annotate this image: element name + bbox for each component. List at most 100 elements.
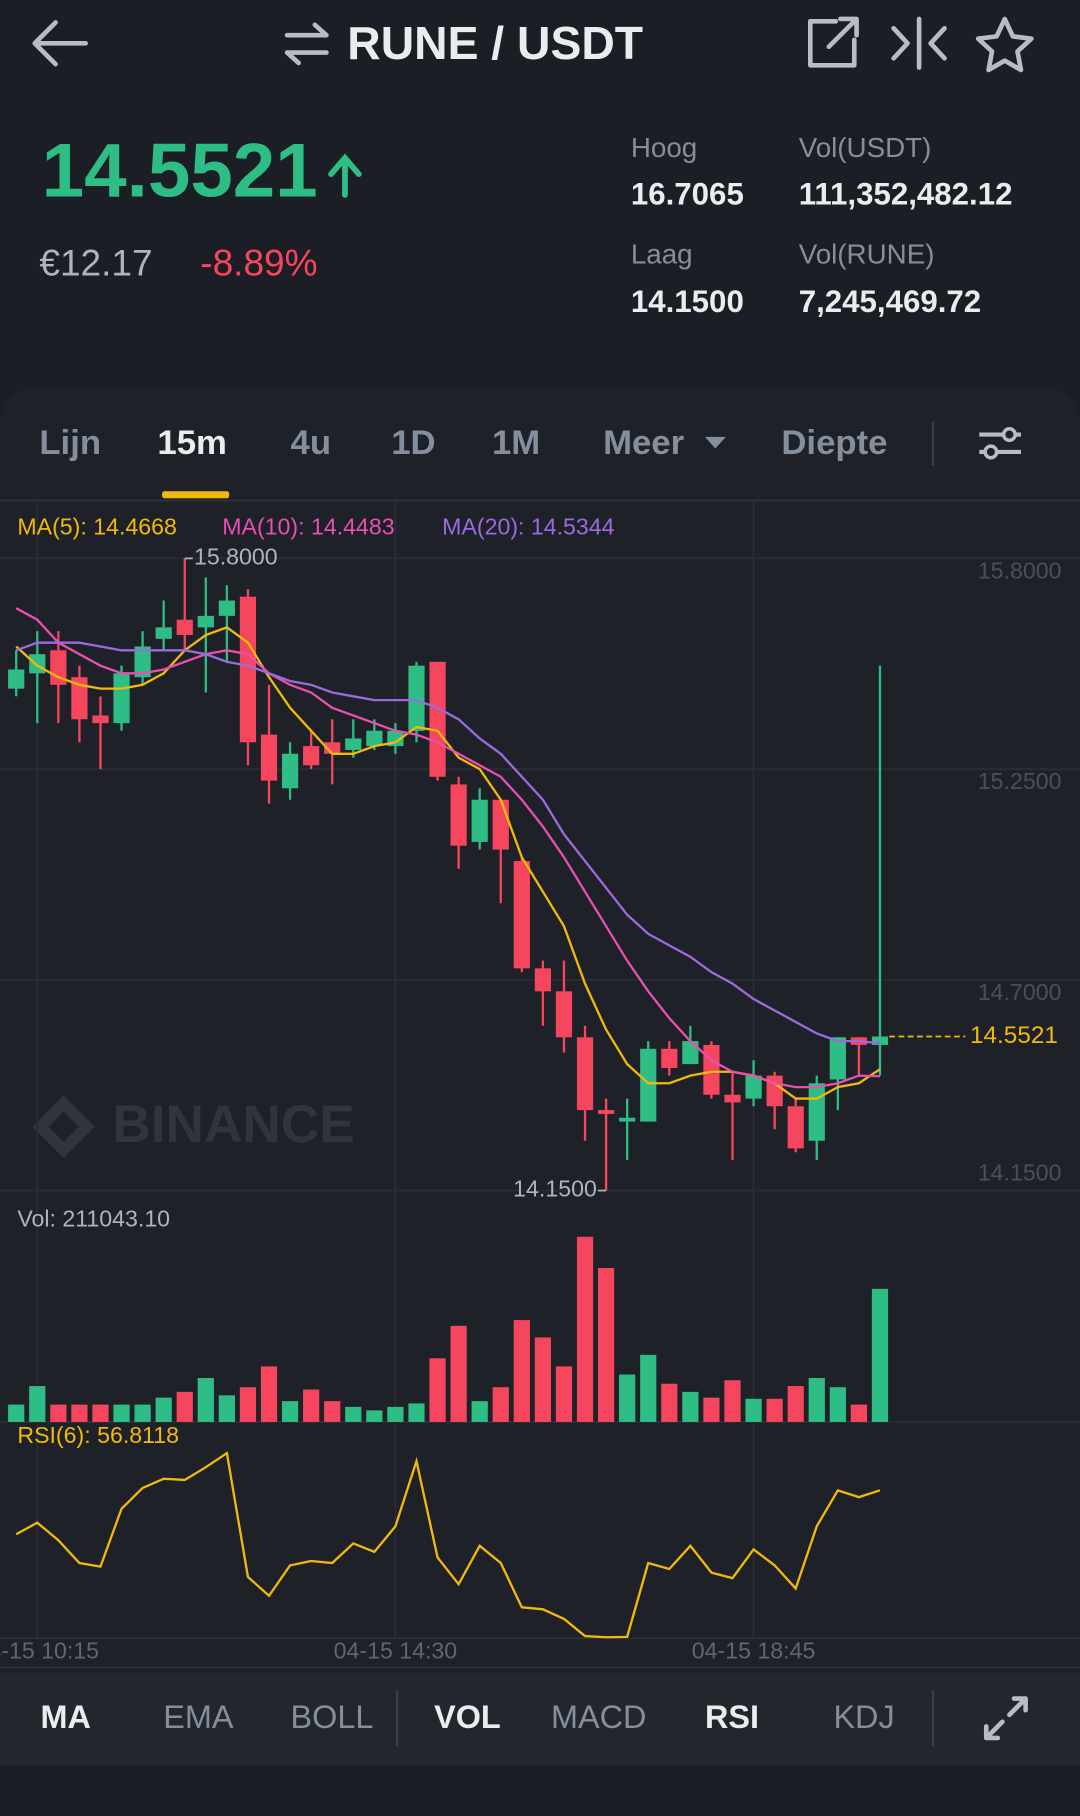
candle-body (429, 661, 446, 777)
volume-bar (92, 1404, 109, 1422)
candle-body (366, 730, 383, 747)
volume-bar (597, 1267, 615, 1422)
candle-body (324, 742, 341, 754)
volume-bar (492, 1387, 509, 1422)
stat-value: 7,245,469.72 (799, 284, 981, 319)
indicator-tab[interactable]: BOLL (291, 1699, 374, 1735)
candle-body (113, 673, 130, 724)
ma-line (15, 641, 881, 1045)
candle-body (155, 627, 172, 639)
interval-tab[interactable]: Meer (603, 424, 684, 462)
rsi-title: RSI(6): 56.8118 (17, 1422, 179, 1448)
volume-bar (829, 1387, 846, 1422)
volume-bar (345, 1406, 362, 1422)
stat-label: Hoog (631, 132, 697, 163)
candle-body (176, 619, 193, 636)
volume-bar (260, 1366, 278, 1422)
candle-body (29, 654, 46, 674)
fullscreen-button[interactable] (983, 1696, 1028, 1741)
volume-bar (239, 1387, 257, 1422)
indicator-tab[interactable]: MA (41, 1699, 91, 1735)
candle-body (640, 1048, 657, 1122)
swap-icon[interactable] (284, 22, 329, 66)
candle-body (555, 991, 573, 1038)
candle-body (281, 753, 299, 789)
volume-bar (724, 1380, 741, 1422)
interval-tab[interactable]: 15m (157, 424, 227, 462)
volume-bar (787, 1386, 804, 1422)
candle-body (492, 799, 509, 850)
candle-body (303, 746, 320, 766)
interval-tab[interactable]: 1M (492, 424, 540, 462)
pair-title: RUNE / USDT (347, 17, 643, 69)
volume-bar (850, 1404, 868, 1422)
price-change: -8.89% (200, 241, 317, 283)
interval-tab[interactable]: Lijn (39, 424, 101, 462)
stat-label: Laag (631, 239, 693, 270)
volume-bar (534, 1337, 551, 1422)
last-price: 14.5521 (42, 129, 318, 214)
dropdown-caret (704, 436, 726, 449)
volume-bar (176, 1391, 193, 1422)
candle-body (597, 1110, 615, 1114)
volume-bar (218, 1395, 235, 1422)
candle-body (576, 1037, 594, 1111)
indicator-tab[interactable]: EMA (163, 1699, 234, 1735)
volume-bar (871, 1288, 889, 1422)
stat-value: 16.7065 (631, 176, 744, 211)
stat-value: 111,352,482.12 (799, 176, 1013, 211)
volume-bar (281, 1401, 299, 1422)
ma-line (15, 607, 881, 1089)
ma-legend: MA(5): 14.4668 (17, 513, 176, 539)
interval-tab[interactable]: Diepte (781, 424, 887, 462)
candle-body (218, 600, 235, 616)
volume-bar (555, 1366, 573, 1422)
candle-body (787, 1106, 804, 1149)
volume-bar (113, 1404, 130, 1422)
y-tick-label: 14.7000 (978, 979, 1062, 1005)
volume-bar (134, 1404, 151, 1422)
y-tick-label: 15.8000 (978, 557, 1062, 583)
indicator-tab[interactable]: MACD (551, 1699, 646, 1735)
ma-legend: MA(10): 14.4483 (222, 513, 394, 539)
candle-body (871, 1036, 889, 1045)
candle-body (808, 1083, 825, 1141)
interval-tab[interactable]: 4u (291, 424, 332, 462)
back-button[interactable] (32, 20, 88, 67)
candle-body (829, 1037, 846, 1080)
candle-body (745, 1075, 762, 1099)
stat-value: 14.1500 (631, 284, 744, 319)
candle-body (471, 799, 488, 842)
volume-bar (745, 1398, 762, 1422)
indicator-bar (0, 1673, 1080, 1766)
indicator-tab[interactable]: VOL (434, 1699, 501, 1735)
indicator-tab[interactable]: KDJ (833, 1699, 894, 1735)
share-icon[interactable] (807, 16, 859, 68)
volume-bar (366, 1410, 383, 1422)
candle-body (345, 738, 362, 750)
y-tick-label: 14.1500 (978, 1159, 1062, 1185)
favorite-icon[interactable] (975, 16, 1034, 73)
chart-settings[interactable] (979, 427, 1021, 460)
interval-tab[interactable]: 1D (391, 424, 435, 462)
candle-body (724, 1094, 741, 1103)
indicator-tab[interactable]: RSI (705, 1699, 759, 1735)
volume-bar (429, 1358, 446, 1422)
max-price-label: 15.8000 (194, 544, 278, 570)
rsi-line (15, 1451, 881, 1639)
volume-bar (703, 1397, 720, 1422)
candle-body (260, 734, 278, 781)
candle-body (703, 1044, 720, 1095)
candle-body (197, 615, 214, 628)
volume-bar (619, 1374, 636, 1422)
volume-bar (808, 1377, 825, 1422)
watermark: BINANCE (32, 1095, 355, 1159)
volume-bar (155, 1397, 172, 1422)
volume-bar (387, 1406, 404, 1422)
watermark-text: BINANCE (112, 1095, 355, 1154)
compare-icon[interactable] (891, 16, 947, 70)
volume-bar (8, 1404, 25, 1422)
time-tick-label: 04-15 10:15 (0, 1637, 99, 1663)
volume-bar (408, 1403, 425, 1422)
